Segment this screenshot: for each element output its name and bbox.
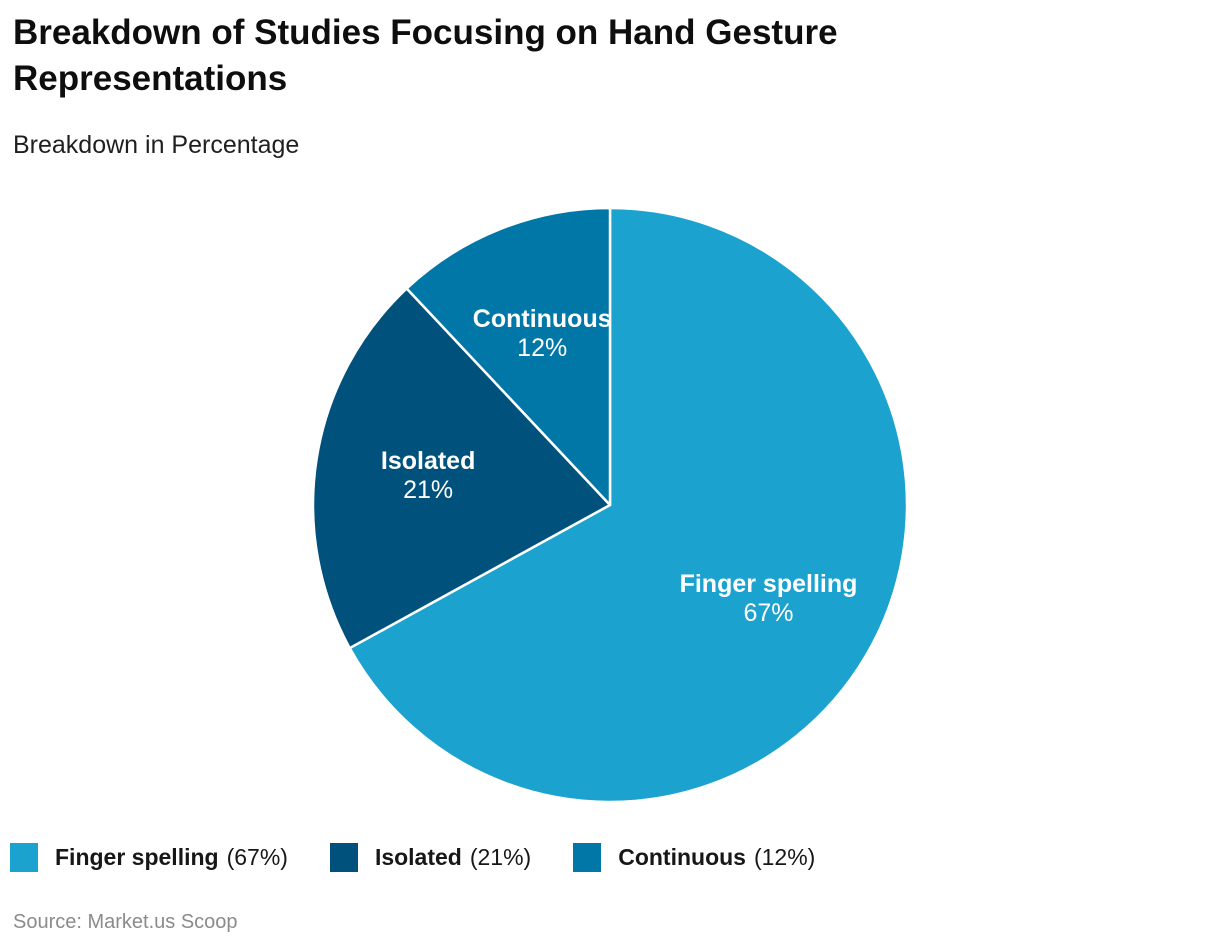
pie-svg xyxy=(311,206,909,804)
legend-label: Finger spelling xyxy=(55,844,219,870)
chart-subtitle: Breakdown in Percentage xyxy=(13,131,300,159)
legend-item-isolated[interactable]: Isolated (21%) xyxy=(329,843,532,872)
legend-item-finger-spelling[interactable]: Finger spelling (67%) xyxy=(10,843,288,872)
pie-chart: Finger spelling 67% Isolated 21% Continu… xyxy=(310,205,910,805)
pie-slice-continuous[interactable] xyxy=(405,206,612,507)
pie-slice-finger-spelling[interactable] xyxy=(348,206,909,804)
legend-label: Isolated xyxy=(374,844,462,870)
legend-label: Continuous xyxy=(618,844,746,870)
legend-percentage: (12%) xyxy=(753,844,816,870)
legend-percentage: (21%) xyxy=(469,844,532,870)
source-caption: Source: Market.us Scoop xyxy=(13,911,238,933)
legend-swatch-finger-spelling xyxy=(10,843,38,872)
legend-item-continuous[interactable]: Continuous (12%) xyxy=(573,843,815,872)
legend-percentage: (67%) xyxy=(226,844,288,870)
chart-title: Breakdown of Studies Focusing on Hand Ge… xyxy=(13,13,838,98)
pie-legend: Finger spelling (67%) Isolated (21%) Con… xyxy=(10,843,815,872)
legend-swatch-continuous xyxy=(573,843,602,872)
legend-swatch-isolated xyxy=(329,843,358,872)
pie-slice-isolated[interactable] xyxy=(311,287,612,650)
